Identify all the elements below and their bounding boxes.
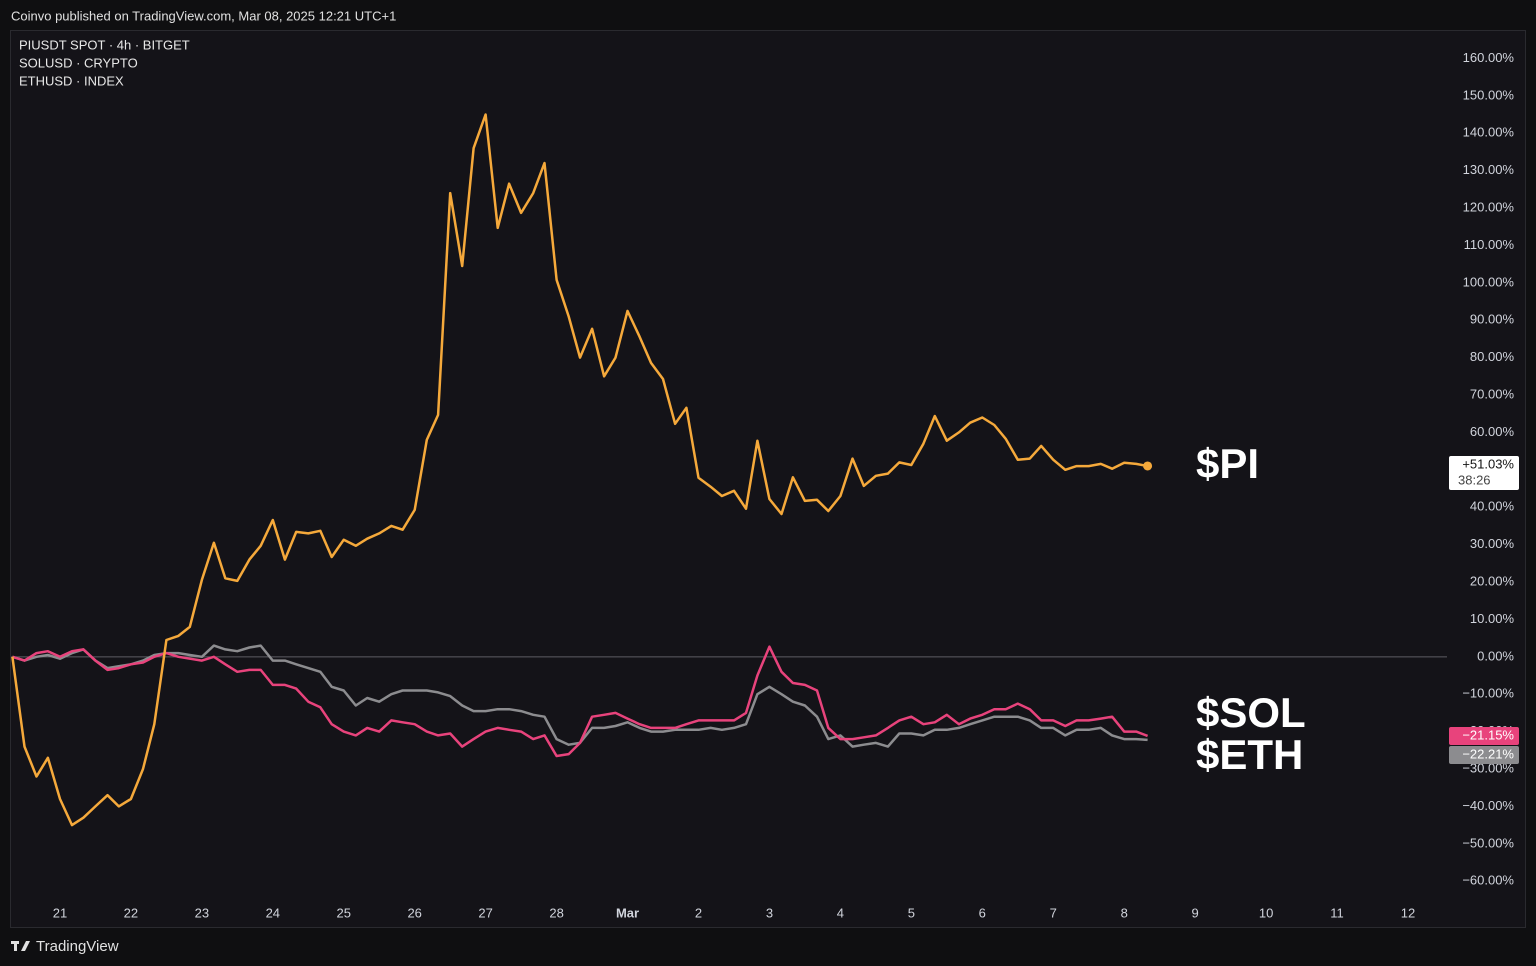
y-tick-label: 10.00% xyxy=(1470,611,1515,626)
y-tick-label: 150.00% xyxy=(1463,87,1515,102)
y-tick-label: 20.00% xyxy=(1470,573,1515,588)
x-tick-label: 27 xyxy=(478,905,492,920)
last-point xyxy=(1143,461,1153,471)
chart-panel xyxy=(10,30,1526,928)
y-tick-label: −10.00% xyxy=(1462,686,1514,701)
price-label: +51.03% xyxy=(1462,456,1514,471)
price-label-box xyxy=(1449,745,1519,764)
x-tick-label: 9 xyxy=(1192,905,1199,920)
series-line xyxy=(11,113,1148,827)
y-tick-label: 110.00% xyxy=(1464,237,1515,252)
y-tick-label: −40.00% xyxy=(1462,798,1514,813)
x-tick-label: 10 xyxy=(1259,905,1273,920)
x-tick-label: 22 xyxy=(124,905,138,920)
x-tick-label: Mar xyxy=(616,905,639,920)
y-tick-label: 160.00% xyxy=(1463,50,1515,65)
legend-entry: SOLUSD · CRYPTO xyxy=(19,55,138,70)
x-tick-label: 6 xyxy=(979,905,986,920)
y-tick-label: −60.00% xyxy=(1462,873,1514,888)
x-tick-label: 4 xyxy=(837,905,844,920)
y-tick-label: 140.00% xyxy=(1463,125,1515,140)
price-label-box xyxy=(1449,455,1519,490)
x-tick-label: 28 xyxy=(549,905,563,920)
y-tick-label: 80.00% xyxy=(1470,349,1515,364)
x-tick-label: 5 xyxy=(908,905,915,920)
series-annotation: $PI xyxy=(1196,440,1259,487)
header: Coinvo published on TradingView.com, Mar… xyxy=(11,8,396,23)
price-label-box xyxy=(1449,726,1519,745)
y-tick-label: 90.00% xyxy=(1470,312,1515,327)
x-tick-label: 11 xyxy=(1330,905,1344,920)
series-annotation: $SOL xyxy=(1196,689,1306,736)
legend-entry: ETHUSD · INDEX xyxy=(19,73,124,88)
x-tick-label: 26 xyxy=(407,905,421,920)
x-tick-label: 12 xyxy=(1401,905,1415,920)
price-label: −22.21% xyxy=(1462,746,1514,761)
footer: TradingView xyxy=(36,938,119,955)
x-tick-label: 8 xyxy=(1121,905,1128,920)
y-tick-label: 100.00% xyxy=(1463,274,1515,289)
x-tick-label: 2 xyxy=(695,905,702,920)
price-label: −21.15% xyxy=(1462,727,1514,742)
y-tick-label: 30.00% xyxy=(1470,536,1515,551)
legend-entry: PIUSDT SPOT · 4h · BITGET xyxy=(19,37,190,52)
x-tick-label: 3 xyxy=(766,905,773,920)
y-tick-label: 120.00% xyxy=(1463,199,1515,214)
y-tick-label: 40.00% xyxy=(1470,499,1515,514)
series-annotation: $ETH xyxy=(1196,731,1303,778)
x-tick-label: 24 xyxy=(266,905,280,920)
series-line xyxy=(12,645,1149,758)
countdown-label: 38:26 xyxy=(1458,472,1491,487)
y-tick-label: 130.00% xyxy=(1463,162,1515,177)
y-tick-label: −30.00% xyxy=(1462,760,1514,775)
y-tick-label: −50.00% xyxy=(1462,835,1514,850)
y-tick-label: 70.00% xyxy=(1470,386,1515,401)
x-tick-label: 23 xyxy=(195,905,209,920)
y-tick-label: 0.00% xyxy=(1477,648,1514,663)
y-tick-label: 60.00% xyxy=(1470,424,1515,439)
footer-logo xyxy=(11,941,30,951)
x-tick-label: 21 xyxy=(53,905,67,920)
x-tick-label: 25 xyxy=(337,905,351,920)
x-tick-label: 7 xyxy=(1050,905,1057,920)
